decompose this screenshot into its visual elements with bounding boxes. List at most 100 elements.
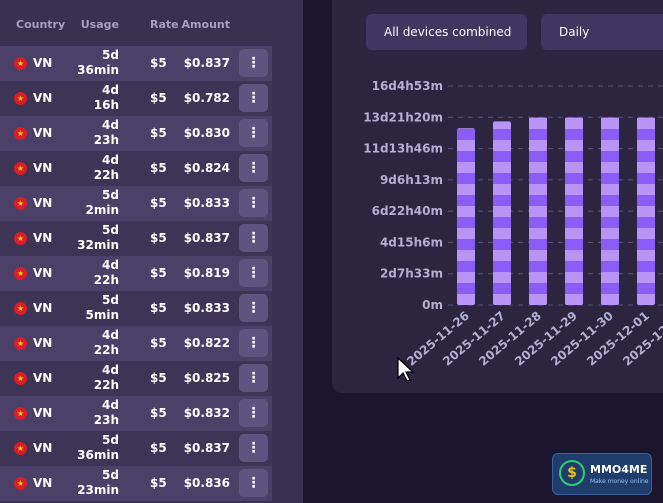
flag-icon: ★ bbox=[14, 407, 27, 420]
amount: $0.836 bbox=[183, 476, 230, 490]
menu-button[interactable]: ⋮ bbox=[239, 434, 268, 462]
chart: 0m 2d7h33m 4d15h6m 6d22h40m 9d6h13m 11d13h46m… bbox=[363, 79, 663, 369]
table-row: ★ VN 4d 22h $5 $0.824 ⋮ bbox=[0, 151, 272, 186]
country: VN bbox=[33, 91, 53, 105]
flag-icon: ★ bbox=[14, 302, 27, 315]
column-header: Rate bbox=[150, 18, 179, 31]
table-row: ★ VN 4d 16h $5 $0.782 ⋮ bbox=[0, 81, 272, 116]
rate: $5 bbox=[150, 161, 167, 175]
amount: $0.832 bbox=[183, 406, 230, 420]
menu-button[interactable]: ⋮ bbox=[239, 329, 268, 357]
rate: $5 bbox=[150, 371, 167, 385]
usage: 4d 23h bbox=[93, 118, 119, 147]
usage: 5d 23min bbox=[77, 468, 119, 497]
amount: $0.837 bbox=[183, 56, 230, 70]
menu-button[interactable]: ⋮ bbox=[239, 49, 268, 77]
y-tick-label: 2d7h33m bbox=[380, 267, 443, 281]
filter-button[interactable]: Daily bbox=[541, 14, 663, 50]
logo-name: MMO4ME bbox=[590, 463, 648, 476]
bar bbox=[457, 128, 475, 305]
filter-button[interactable]: All devices combined bbox=[366, 14, 527, 50]
usage: 5d 2min bbox=[85, 188, 119, 217]
country: VN bbox=[33, 196, 53, 210]
rate: $5 bbox=[150, 126, 167, 140]
flag-icon: ★ bbox=[14, 442, 27, 455]
country: VN bbox=[33, 231, 53, 245]
usage: 5d 5min bbox=[85, 293, 119, 322]
bar bbox=[493, 121, 511, 306]
menu-button[interactable]: ⋮ bbox=[239, 469, 268, 497]
usage: 4d 22h bbox=[93, 363, 119, 392]
country: VN bbox=[33, 371, 53, 385]
country: VN bbox=[33, 301, 53, 315]
flag-icon: ★ bbox=[14, 197, 27, 210]
table-row: ★ VN 4d 22h $5 $0.819 ⋮ bbox=[0, 256, 272, 291]
menu-button[interactable]: ⋮ bbox=[239, 224, 268, 252]
table-row: ★ VN 4d 23h $5 $0.832 ⋮ bbox=[0, 396, 272, 431]
usage: 4d 22h bbox=[93, 258, 119, 287]
country: VN bbox=[33, 56, 53, 70]
rate: $5 bbox=[150, 406, 167, 420]
column-header: Usage bbox=[80, 18, 119, 31]
table-row: ★ VN 5d 36min $5 $0.837 ⋮ bbox=[0, 46, 272, 81]
amount: $0.824 bbox=[183, 161, 230, 175]
table-row: ★ VN 5d 2min $5 $0.833 ⋮ bbox=[0, 186, 272, 221]
country: VN bbox=[33, 126, 53, 140]
logo-icon: $ bbox=[559, 460, 585, 486]
table-row: ★ VN 4d 23h $5 $0.830 ⋮ bbox=[0, 116, 272, 151]
flag-icon: ★ bbox=[14, 162, 27, 175]
menu-button[interactable]: ⋮ bbox=[239, 154, 268, 182]
amount: $0.825 bbox=[183, 371, 230, 385]
y-tick-label: 16d4h53m bbox=[372, 79, 443, 93]
table-row: ★ VN 5d 23min $5 $0.836 ⋮ bbox=[0, 466, 272, 501]
menu-button[interactable]: ⋮ bbox=[239, 294, 268, 322]
column-header: Amount bbox=[181, 18, 230, 31]
country: VN bbox=[33, 336, 53, 350]
country: VN bbox=[33, 406, 53, 420]
amount: $0.833 bbox=[183, 301, 230, 315]
rate: $5 bbox=[150, 441, 167, 455]
table-row: ★ VN 4d 22h $5 $0.825 ⋮ bbox=[0, 361, 272, 396]
rate: $5 bbox=[150, 91, 167, 105]
table-row: ★ VN 5d 32min $5 $0.837 ⋮ bbox=[0, 221, 272, 256]
y-tick-label: 4d15h6m bbox=[380, 235, 443, 249]
amount: $0.782 bbox=[183, 91, 230, 105]
bar bbox=[637, 117, 655, 305]
y-tick-label: 9d6h13m bbox=[380, 173, 443, 187]
menu-button[interactable]: ⋮ bbox=[239, 259, 268, 287]
menu-button[interactable]: ⋮ bbox=[239, 364, 268, 392]
usage: 5d 36min bbox=[77, 433, 119, 462]
menu-button[interactable]: ⋮ bbox=[239, 189, 268, 217]
flag-icon: ★ bbox=[14, 127, 27, 140]
table-row: ★ VN 5d 5min $5 $0.833 ⋮ bbox=[0, 291, 272, 326]
y-tick-label: 0m bbox=[422, 298, 443, 312]
amount: $0.822 bbox=[183, 336, 230, 350]
logo-badge: $ MMO4ME Make money online bbox=[552, 453, 652, 495]
column-header: Country bbox=[16, 18, 66, 31]
flag-icon: ★ bbox=[14, 92, 27, 105]
bar bbox=[565, 117, 583, 305]
rate: $5 bbox=[150, 336, 167, 350]
amount: $0.837 bbox=[183, 231, 230, 245]
country: VN bbox=[33, 476, 53, 490]
flag-icon: ★ bbox=[14, 372, 27, 385]
flag-icon: ★ bbox=[14, 267, 27, 280]
menu-button[interactable]: ⋮ bbox=[239, 84, 268, 112]
usage: 4d 16h bbox=[93, 83, 119, 112]
menu-button[interactable]: ⋮ bbox=[239, 119, 268, 147]
usage: 4d 23h bbox=[93, 398, 119, 427]
usage: 4d 22h bbox=[93, 328, 119, 357]
menu-button[interactable]: ⋮ bbox=[239, 399, 268, 427]
country: VN bbox=[33, 266, 53, 280]
amount: $0.833 bbox=[183, 196, 230, 210]
rate: $5 bbox=[150, 266, 167, 280]
country: VN bbox=[33, 441, 53, 455]
flag-icon: ★ bbox=[14, 477, 27, 490]
amount: $0.819 bbox=[183, 266, 230, 280]
usage: 5d 36min bbox=[77, 48, 119, 77]
flag-icon: ★ bbox=[14, 232, 27, 245]
amount: $0.837 bbox=[183, 441, 230, 455]
bar bbox=[529, 117, 547, 305]
flag-icon: ★ bbox=[14, 337, 27, 350]
